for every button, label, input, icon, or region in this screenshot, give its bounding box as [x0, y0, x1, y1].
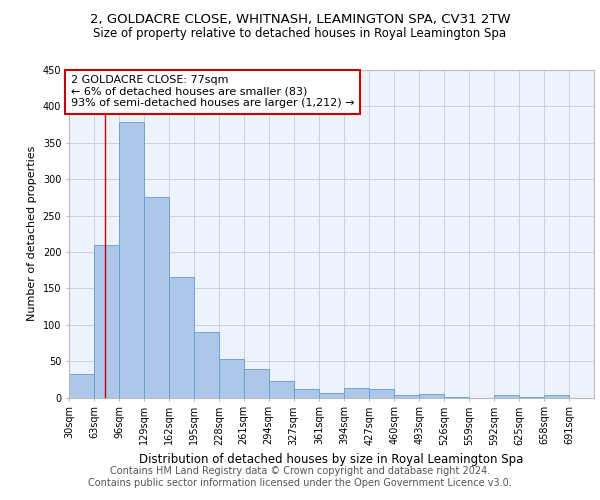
- Bar: [444, 397, 469, 398]
- Bar: [269, 381, 293, 398]
- Bar: [394, 394, 419, 398]
- Text: 2 GOLDACRE CLOSE: 77sqm
← 6% of detached houses are smaller (83)
93% of semi-det: 2 GOLDACRE CLOSE: 77sqm ← 6% of detached…: [71, 75, 354, 108]
- Bar: [293, 389, 319, 398]
- Bar: [219, 359, 244, 398]
- Y-axis label: Number of detached properties: Number of detached properties: [27, 146, 37, 322]
- Bar: [244, 369, 269, 398]
- Bar: [319, 393, 344, 398]
- Bar: [69, 374, 94, 398]
- Bar: [494, 394, 519, 398]
- Text: Contains HM Land Registry data © Crown copyright and database right 2024.
Contai: Contains HM Land Registry data © Crown c…: [88, 466, 512, 487]
- Text: 2, GOLDACRE CLOSE, WHITNASH, LEAMINGTON SPA, CV31 2TW: 2, GOLDACRE CLOSE, WHITNASH, LEAMINGTON …: [89, 12, 511, 26]
- Bar: [370, 390, 394, 398]
- Bar: [169, 278, 194, 398]
- Bar: [119, 122, 144, 398]
- Bar: [419, 394, 444, 398]
- Bar: [144, 198, 169, 398]
- Bar: [344, 388, 370, 398]
- X-axis label: Distribution of detached houses by size in Royal Leamington Spa: Distribution of detached houses by size …: [139, 453, 524, 466]
- Bar: [94, 244, 119, 398]
- Text: Size of property relative to detached houses in Royal Leamington Spa: Size of property relative to detached ho…: [94, 28, 506, 40]
- Bar: [519, 397, 544, 398]
- Bar: [194, 332, 219, 398]
- Bar: [544, 394, 569, 398]
